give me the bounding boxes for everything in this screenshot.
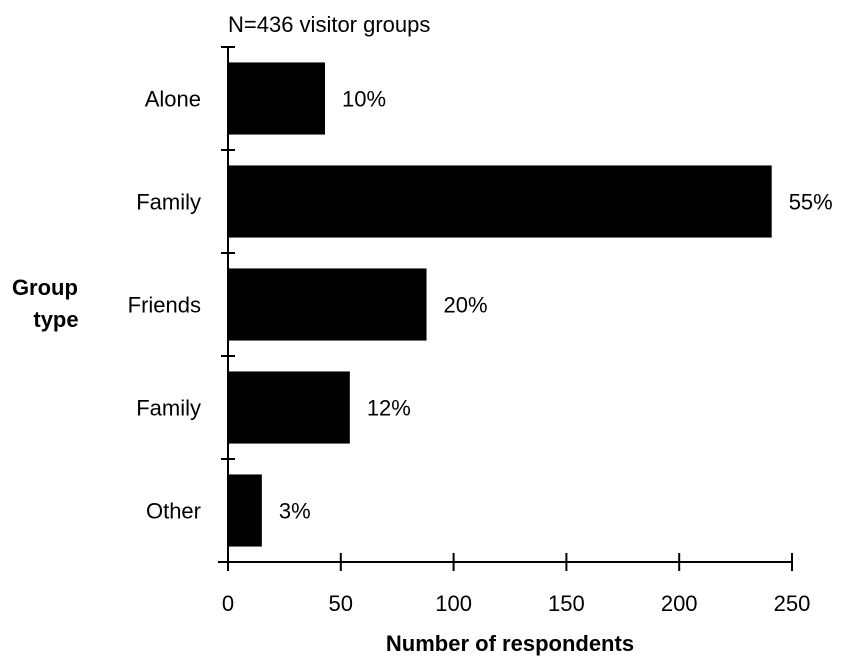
x-tick-label-2: 50: [329, 591, 353, 616]
category-labels-group: Alone Family Friends Family Other: [128, 87, 201, 524]
y-axis-title: Group type: [12, 275, 84, 332]
x-tick-label-4: 150: [548, 591, 585, 616]
bar-2: [228, 165, 772, 238]
bars-group: [228, 62, 772, 547]
data-label-4: 12%: [367, 396, 411, 421]
data-label-1: 10%: [342, 87, 386, 112]
x-tick-label-6: 250: [774, 591, 811, 616]
axes-group: [218, 46, 793, 571]
category-label-3: Friends: [128, 293, 201, 318]
category-label-2: Family: [136, 190, 201, 215]
bar-1: [228, 62, 326, 135]
tick-labels-group: 0 50 100 150 200 250: [222, 591, 810, 616]
bar-5: [228, 474, 262, 547]
data-label-5: 3%: [279, 499, 311, 524]
y-axis-title-line-2: type: [33, 307, 78, 332]
x-tick-label-5: 200: [661, 591, 698, 616]
category-label-5: Other: [146, 499, 201, 524]
category-label-4: Family: [136, 396, 201, 421]
bar-3: [228, 268, 427, 341]
x-tick-label-3: 100: [435, 591, 472, 616]
y-axis-title-line-1: Group: [12, 275, 78, 300]
data-label-2: 55%: [789, 190, 833, 215]
chart-subtitle: N=436 visitor groups: [228, 12, 430, 37]
data-label-3: 20%: [444, 293, 488, 318]
bar-4: [228, 371, 350, 444]
x-tick-label-1: 0: [222, 591, 234, 616]
category-label-1: Alone: [145, 87, 201, 112]
x-axis-title: Number of respondents: [386, 631, 634, 656]
data-labels-group: 10% 55% 20% 12% 3%: [279, 87, 833, 524]
